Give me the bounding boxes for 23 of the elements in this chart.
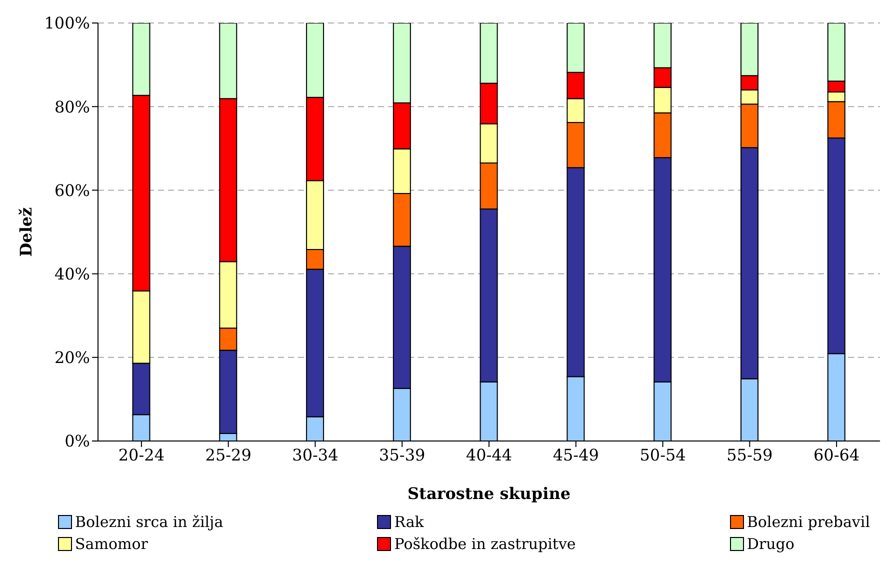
y-tick-label: 60% — [54, 180, 90, 200]
x-tick-label: 30-34 — [292, 445, 338, 464]
legend-label: Bolezni prebavil — [746, 513, 870, 531]
x-tick-label: 20-24 — [118, 445, 165, 464]
x-tick-label: 50-54 — [640, 445, 686, 464]
x-tick-label: 55-59 — [726, 445, 773, 464]
y-tick-label: 40% — [54, 264, 90, 284]
x-tick-label: 60-64 — [813, 445, 860, 464]
y-axis-title: Delež — [16, 207, 36, 257]
x-tick-label: 40-44 — [466, 445, 512, 464]
y-tick-label: 80% — [54, 97, 90, 116]
x-axis-title: Starostne skupine — [408, 484, 570, 503]
x-tick-label: 45-49 — [552, 445, 599, 464]
x-tick-label: 35-39 — [379, 445, 426, 464]
y-tick-label: 20% — [54, 348, 90, 368]
legend-label: Poškodbe in zastrupitve — [394, 535, 576, 553]
x-tick-label: 25-29 — [205, 445, 252, 464]
legend-label: Rak — [394, 513, 424, 531]
y-tick-label: 100% — [44, 14, 90, 33]
legend-label: Samomor — [75, 535, 148, 553]
legend-label: Drugo — [746, 535, 794, 553]
y-tick-label: 0% — [64, 432, 90, 451]
legend-label: Bolezni srca in žilja — [75, 513, 224, 531]
